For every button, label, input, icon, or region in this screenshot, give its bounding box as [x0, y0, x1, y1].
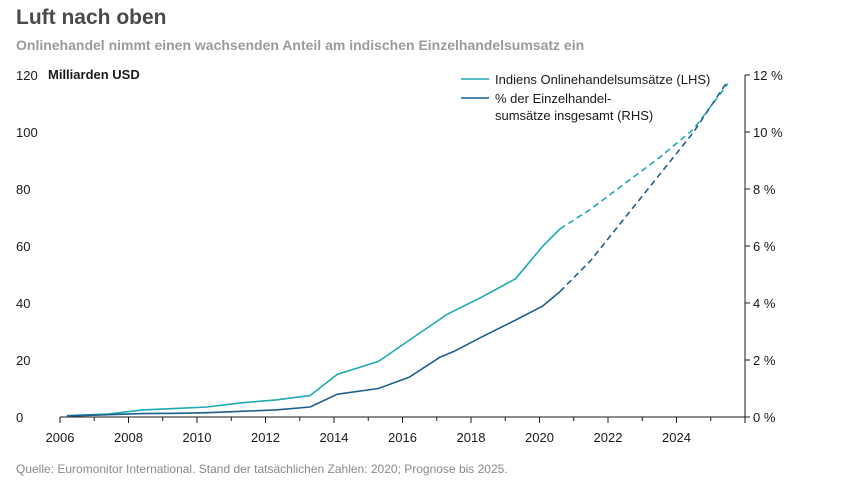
chart-subtitle: Onlinehandel nimmt einen wachsenden Ante…: [16, 37, 585, 53]
x-tick-label: 2010: [183, 430, 212, 445]
y-right-tick-label: 8 %: [753, 182, 776, 197]
y-left-tick-label: 0: [16, 410, 23, 425]
x-tick-label: 2014: [320, 430, 349, 445]
chart-legend: Indiens Onlinehandelsumsätze (LHS) % der…: [461, 72, 710, 123]
y-left-tick-label: 100: [16, 125, 38, 140]
y-left-tick-label: 40: [16, 296, 30, 311]
x-tick-label: 2016: [388, 430, 417, 445]
series-line-online-forecast: [559, 83, 729, 230]
x-tick-label: 2022: [594, 430, 623, 445]
y-right-tick-label: 6 %: [753, 239, 776, 254]
legend-label-online: Indiens Onlinehandelsumsätze (LHS): [495, 72, 710, 87]
y-right-tick-label: 2 %: [753, 353, 776, 368]
x-tick-label: 2020: [525, 430, 554, 445]
chart-series: [66, 80, 729, 417]
y-left-tick-label: 80: [16, 182, 30, 197]
x-tick-label: 2008: [114, 430, 143, 445]
y-left-tick-label: 120: [16, 68, 38, 83]
y-right-tick-label: 0 %: [753, 410, 776, 425]
y-right-tick-label: 10 %: [753, 125, 783, 140]
legend-label-share-line1: % der Einzelhandel-: [495, 91, 611, 106]
x-tick-label: 2012: [251, 430, 280, 445]
series-line-share-actual: [66, 290, 561, 417]
y-left-tick-label: 20: [16, 353, 30, 368]
chart-title: Luft nach oben: [16, 6, 167, 29]
x-tick-label: 2018: [457, 430, 486, 445]
x-tick-label: 2006: [46, 430, 75, 445]
series-line-online-actual: [66, 228, 561, 417]
source-note: Quelle: Euromonitor International. Stand…: [16, 462, 508, 476]
legend-label-share-line2: sumsätze insgesamt (RHS): [495, 108, 653, 123]
x-tick-label: 2024: [662, 430, 691, 445]
y-right-tick-label: 12 %: [753, 68, 783, 83]
chart-axes: 2006 2008 2010 2012 2014 2016 2018 2020 2022 2024…: [16, 68, 783, 445]
y-left-unit-label: Milliarden USD: [48, 67, 140, 82]
y-left-tick-label: 60: [16, 239, 30, 254]
y-right-tick-label: 4 %: [753, 296, 776, 311]
